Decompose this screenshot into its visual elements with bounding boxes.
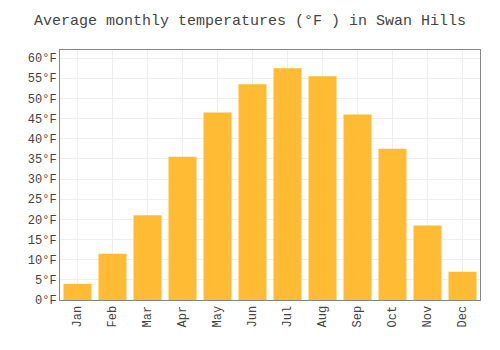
svg-text:Sep: Sep [351, 306, 365, 328]
svg-text:60°F: 60°F [28, 52, 57, 66]
svg-text:Jun: Jun [246, 306, 260, 328]
svg-text:35°F: 35°F [28, 153, 57, 167]
svg-text:10°F: 10°F [28, 254, 57, 268]
svg-text:Average monthly temperatures (: Average monthly temperatures (°F ) in Sw… [34, 13, 466, 30]
svg-text:0°F: 0°F [35, 294, 57, 308]
svg-text:Nov: Nov [421, 306, 435, 328]
svg-text:Jan: Jan [71, 306, 85, 328]
svg-text:15°F: 15°F [28, 234, 57, 248]
svg-text:20°F: 20°F [28, 214, 57, 228]
svg-text:5°F: 5°F [35, 274, 57, 288]
svg-text:Oct: Oct [386, 306, 400, 328]
svg-text:50°F: 50°F [28, 93, 57, 107]
svg-text:40°F: 40°F [28, 133, 57, 147]
svg-text:25°F: 25°F [28, 193, 57, 207]
svg-text:Mar: Mar [141, 306, 155, 328]
svg-text:Jul: Jul [281, 306, 295, 328]
svg-text:Feb: Feb [106, 306, 120, 328]
svg-text:45°F: 45°F [28, 113, 57, 127]
svg-text:Apr: Apr [176, 306, 190, 328]
svg-text:Aug: Aug [316, 306, 330, 328]
svg-text:May: May [211, 306, 225, 328]
svg-text:Dec: Dec [456, 306, 470, 328]
svg-text:55°F: 55°F [28, 72, 57, 86]
svg-text:30°F: 30°F [28, 173, 57, 187]
